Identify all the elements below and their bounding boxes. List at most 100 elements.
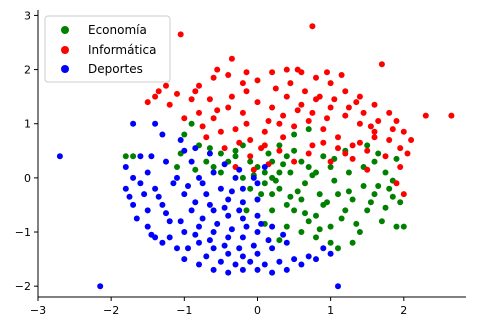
- point-informatica-45: [356, 120, 363, 127]
- point-informatica-77: [174, 90, 180, 97]
- point-deportes-69: [133, 215, 140, 222]
- point-informatica-99: [324, 115, 330, 122]
- point-informatica-105: [367, 123, 374, 130]
- point-deportes-94: [206, 237, 213, 244]
- point-economia-2: [174, 164, 180, 170]
- point-informatica-107: [338, 72, 345, 78]
- point-economia-10: [232, 153, 239, 160]
- point-economia-86: [397, 199, 404, 206]
- point-deportes-8: [122, 164, 129, 170]
- point-deportes-50: [188, 158, 195, 165]
- point-deportes-90: [137, 180, 144, 187]
- legend-label-deportes: Deportes: [88, 62, 143, 76]
- point-deportes-12: [144, 207, 151, 214]
- point-economia-74: [309, 172, 316, 179]
- point-informatica-44: [342, 112, 349, 119]
- point-economia-87: [276, 237, 283, 244]
- point-deportes-10: [122, 185, 129, 192]
- point-informatica-69: [364, 166, 371, 173]
- x-tick-label-2: −1: [176, 304, 192, 317]
- point-informatica-58: [349, 142, 356, 149]
- point-deportes-35: [210, 245, 217, 252]
- point-economia-78: [367, 199, 374, 206]
- point-deportes-76: [247, 258, 254, 265]
- point-deportes-7: [181, 147, 188, 154]
- point-deportes-37: [239, 253, 246, 260]
- point-informatica-6: [155, 88, 162, 95]
- point-informatica-34: [196, 109, 202, 116]
- point-economia-65: [331, 177, 338, 184]
- point-deportes-70: [148, 231, 155, 238]
- point-deportes-108: [236, 207, 243, 214]
- point-informatica-80: [302, 88, 308, 95]
- point-economia-90: [258, 191, 265, 198]
- point-informatica-73: [236, 139, 243, 146]
- point-informatica-5: [422, 112, 429, 119]
- point-informatica-82: [331, 96, 338, 103]
- point-deportes-33: [181, 229, 188, 235]
- point-informatica-56: [320, 126, 327, 133]
- point-deportes-18: [196, 261, 202, 268]
- point-informatica-63: [276, 147, 283, 154]
- point-deportes-17: [181, 256, 188, 263]
- point-informatica-4: [448, 112, 455, 119]
- point-deportes-34: [196, 239, 202, 246]
- point-informatica-64: [291, 158, 298, 165]
- point-informatica-8: [144, 99, 151, 106]
- point-deportes-58: [217, 185, 224, 192]
- point-informatica-21: [327, 80, 334, 87]
- point-deportes-28: [137, 153, 144, 160]
- point-deportes-60: [239, 199, 246, 206]
- point-deportes-46: [225, 234, 232, 241]
- point-economia-7: [210, 164, 217, 170]
- point-informatica-97: [294, 107, 301, 114]
- y-tick-label-1: −1: [15, 226, 31, 239]
- legend-marker-deportes: [61, 65, 69, 73]
- point-informatica-94: [356, 139, 363, 146]
- point-informatica-65: [305, 150, 312, 157]
- point-deportes-97: [250, 242, 257, 249]
- point-economia-28: [291, 207, 298, 214]
- point-informatica-66: [320, 139, 327, 146]
- point-economia-1: [130, 153, 137, 160]
- point-deportes-63: [239, 185, 246, 192]
- point-economia-81: [265, 150, 272, 157]
- legend-label-informatica: Informática: [88, 43, 156, 57]
- point-informatica-35: [210, 115, 217, 122]
- point-economia-25: [269, 191, 276, 198]
- point-deportes-16: [174, 245, 180, 252]
- point-deportes-106: [206, 201, 213, 208]
- point-deportes-31: [159, 201, 166, 208]
- point-economia-3: [181, 131, 188, 138]
- point-deportes-54: [225, 212, 232, 219]
- point-economia-69: [232, 147, 239, 154]
- point-informatica-28: [408, 137, 415, 143]
- point-informatica-87: [397, 145, 404, 152]
- point-deportes-19: [210, 266, 217, 273]
- point-deportes-52: [203, 191, 210, 198]
- point-economia-18: [291, 147, 298, 154]
- point-deportes-111: [228, 188, 235, 195]
- point-deportes-82: [177, 137, 184, 143]
- point-deportes-30: [152, 185, 159, 192]
- point-deportes-49: [269, 223, 276, 230]
- point-deportes-103: [243, 223, 250, 230]
- point-informatica-78: [272, 85, 279, 92]
- point-informatica-85: [375, 118, 382, 124]
- point-economia-82: [206, 145, 213, 152]
- point-economia-58: [335, 245, 341, 252]
- point-deportes-85: [221, 161, 228, 168]
- y-tick-label-3: 1: [24, 118, 31, 131]
- point-informatica-51: [247, 137, 254, 143]
- point-deportes-87: [250, 174, 257, 181]
- point-deportes-55: [239, 215, 246, 222]
- point-economia-64: [316, 191, 323, 198]
- point-deportes-65: [170, 180, 177, 187]
- point-deportes-43: [188, 207, 195, 214]
- point-informatica-38: [254, 99, 261, 106]
- point-informatica-106: [353, 99, 360, 106]
- point-deportes-45: [210, 229, 217, 235]
- point-informatica-40: [283, 93, 290, 100]
- point-economia-38: [364, 207, 371, 214]
- point-informatica-92: [327, 158, 334, 165]
